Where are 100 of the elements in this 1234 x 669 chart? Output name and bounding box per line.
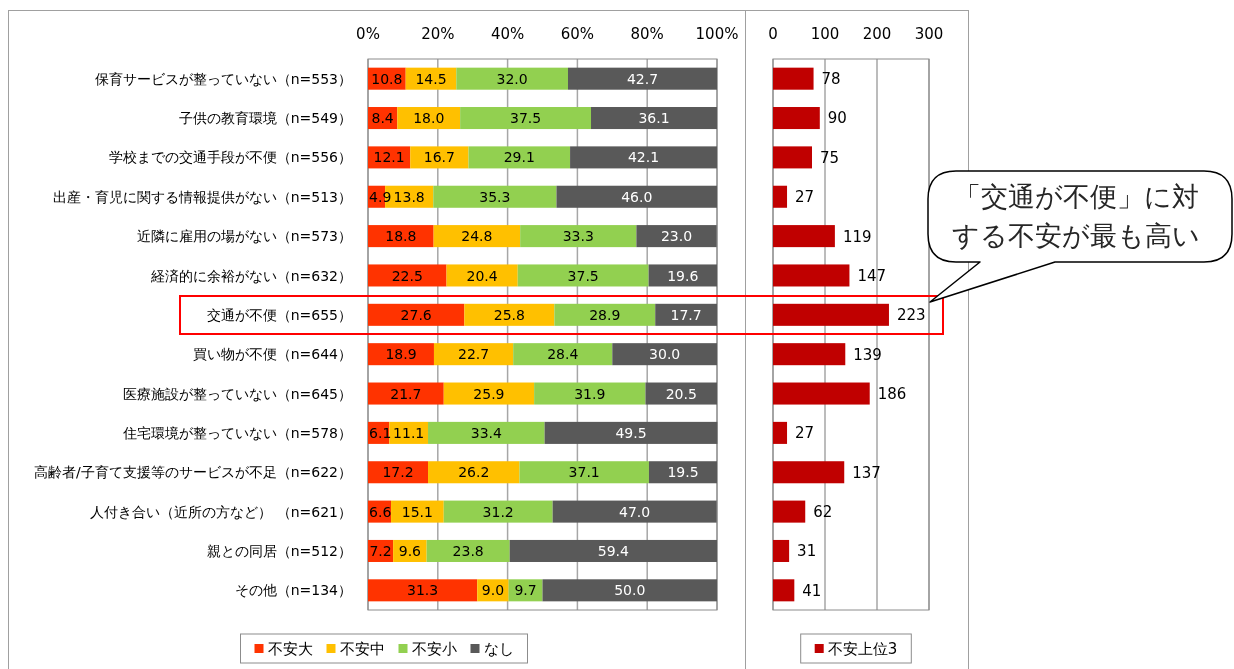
data-label: 7.2 bbox=[369, 543, 392, 559]
bar bbox=[368, 461, 429, 484]
data-label: 30.0 bbox=[649, 346, 681, 363]
y-tick-label: 近隣に雇用の場がない（n=573） bbox=[136, 228, 352, 245]
bar bbox=[519, 461, 649, 484]
data-label: 19.6 bbox=[667, 267, 699, 284]
y-tick-label: 親との同居（n=512） bbox=[206, 543, 352, 559]
bar bbox=[544, 421, 718, 444]
bar bbox=[554, 303, 656, 326]
legend-label: 不安中 bbox=[339, 639, 385, 658]
bar bbox=[517, 264, 649, 287]
bar bbox=[428, 461, 520, 484]
data-label: 9.7 bbox=[514, 582, 537, 599]
y-tick-label: その他（n=134） bbox=[234, 582, 352, 599]
y-tick-label: 交通が不便（n=655） bbox=[206, 306, 352, 323]
data-label: 21.7 bbox=[390, 385, 422, 402]
data-label: 50.0 bbox=[614, 582, 646, 599]
legend-label: 不安小 bbox=[411, 639, 457, 658]
data-label: 15.1 bbox=[401, 503, 433, 520]
text: 「交通が不便」に対する不安が最も高い bbox=[952, 181, 1200, 251]
data-label: 46.0 bbox=[621, 188, 653, 205]
bar bbox=[460, 107, 592, 130]
bar bbox=[773, 67, 814, 90]
bar bbox=[464, 303, 555, 326]
bar bbox=[368, 579, 478, 602]
bar bbox=[567, 67, 717, 90]
y-tick-label: 住宅環境が整っていない（n=578） bbox=[121, 424, 352, 441]
y-tick-label: 保育サービスが整っていない（n=553） bbox=[94, 70, 352, 87]
data-label: 75 bbox=[820, 148, 840, 167]
data-label: 14.5 bbox=[415, 70, 447, 87]
data-label: 28.9 bbox=[589, 306, 621, 323]
data-label: 42.7 bbox=[626, 70, 659, 87]
bar bbox=[433, 185, 557, 208]
data-label: 19.5 bbox=[667, 464, 699, 481]
x-tick-label: 0 bbox=[768, 25, 778, 43]
data-label: 147 bbox=[857, 266, 887, 285]
data-label: 9.6 bbox=[398, 543, 422, 559]
legend-label: なし bbox=[483, 639, 514, 658]
bar bbox=[513, 343, 613, 366]
data-label: 23.8 bbox=[452, 543, 484, 559]
data-label: 29.1 bbox=[503, 149, 535, 166]
y-tick-label: 人付き合い（近所の方など） （n=621） bbox=[90, 503, 352, 520]
data-label: 41 bbox=[802, 581, 822, 600]
x-tick-label: 80% bbox=[630, 25, 664, 43]
data-label: 13.8 bbox=[393, 188, 425, 205]
x-tick-label: 20% bbox=[421, 25, 455, 43]
data-label: 33.4 bbox=[470, 424, 502, 441]
bar bbox=[410, 146, 469, 169]
bar bbox=[648, 461, 717, 484]
x-tick-label: 40% bbox=[490, 25, 525, 43]
data-label: 137 bbox=[852, 463, 881, 482]
bar bbox=[773, 185, 788, 208]
y-tick-label: 医療施設が整っていない（n=645） bbox=[122, 385, 352, 402]
bar bbox=[645, 382, 717, 405]
bar bbox=[655, 303, 717, 326]
data-label: 26.2 bbox=[458, 464, 490, 481]
y-tick-label: 高齢者/子育て支援等のサービスが不足（n=622） bbox=[33, 464, 352, 481]
bar bbox=[468, 146, 571, 169]
data-label: 10.8 bbox=[371, 70, 403, 87]
bar bbox=[773, 264, 850, 287]
data-label: 27.6 bbox=[400, 306, 432, 323]
y-tick-label: 子供の教育環境（n=549） bbox=[178, 110, 352, 127]
data-label: 22.5 bbox=[391, 267, 423, 284]
data-label: 6.6 bbox=[369, 503, 392, 520]
bar bbox=[368, 303, 465, 326]
data-label: 78 bbox=[821, 70, 841, 89]
bar bbox=[534, 382, 646, 405]
x-tick-label: 100 bbox=[810, 25, 840, 43]
bar bbox=[556, 185, 717, 208]
data-label: 42.1 bbox=[627, 149, 660, 166]
bar bbox=[612, 343, 717, 366]
x-tick-label: 300 bbox=[914, 25, 944, 43]
bar bbox=[773, 579, 795, 602]
bar bbox=[446, 264, 518, 287]
data-label: 11.1 bbox=[393, 424, 425, 441]
data-label: 139 bbox=[853, 345, 882, 364]
data-label: 37.5 bbox=[509, 110, 542, 127]
data-label: 18.0 bbox=[413, 110, 445, 127]
data-label: 37.1 bbox=[568, 464, 600, 481]
legend-label: 不安上位3 bbox=[827, 639, 898, 658]
data-label: 28.4 bbox=[547, 346, 579, 363]
data-label: 20.4 bbox=[466, 267, 498, 284]
data-label: 12.1 bbox=[373, 149, 405, 166]
data-label: 32.0 bbox=[496, 70, 528, 87]
bar bbox=[570, 146, 717, 169]
data-label: 35.3 bbox=[479, 188, 511, 205]
bar bbox=[443, 500, 553, 523]
data-label: 59.4 bbox=[597, 543, 630, 559]
data-label: 24.8 bbox=[461, 228, 493, 245]
bar bbox=[636, 225, 717, 248]
data-label: 17.7 bbox=[670, 306, 702, 323]
data-label: 18.8 bbox=[385, 228, 417, 245]
bar bbox=[773, 461, 845, 484]
bar bbox=[426, 539, 510, 562]
data-label: 37.5 bbox=[567, 267, 599, 284]
bar bbox=[428, 421, 545, 444]
data-label: 17.2 bbox=[382, 464, 414, 481]
x-tick-label: 60% bbox=[560, 25, 595, 43]
data-label: 25.9 bbox=[473, 385, 505, 402]
data-label: 47.0 bbox=[619, 503, 651, 520]
